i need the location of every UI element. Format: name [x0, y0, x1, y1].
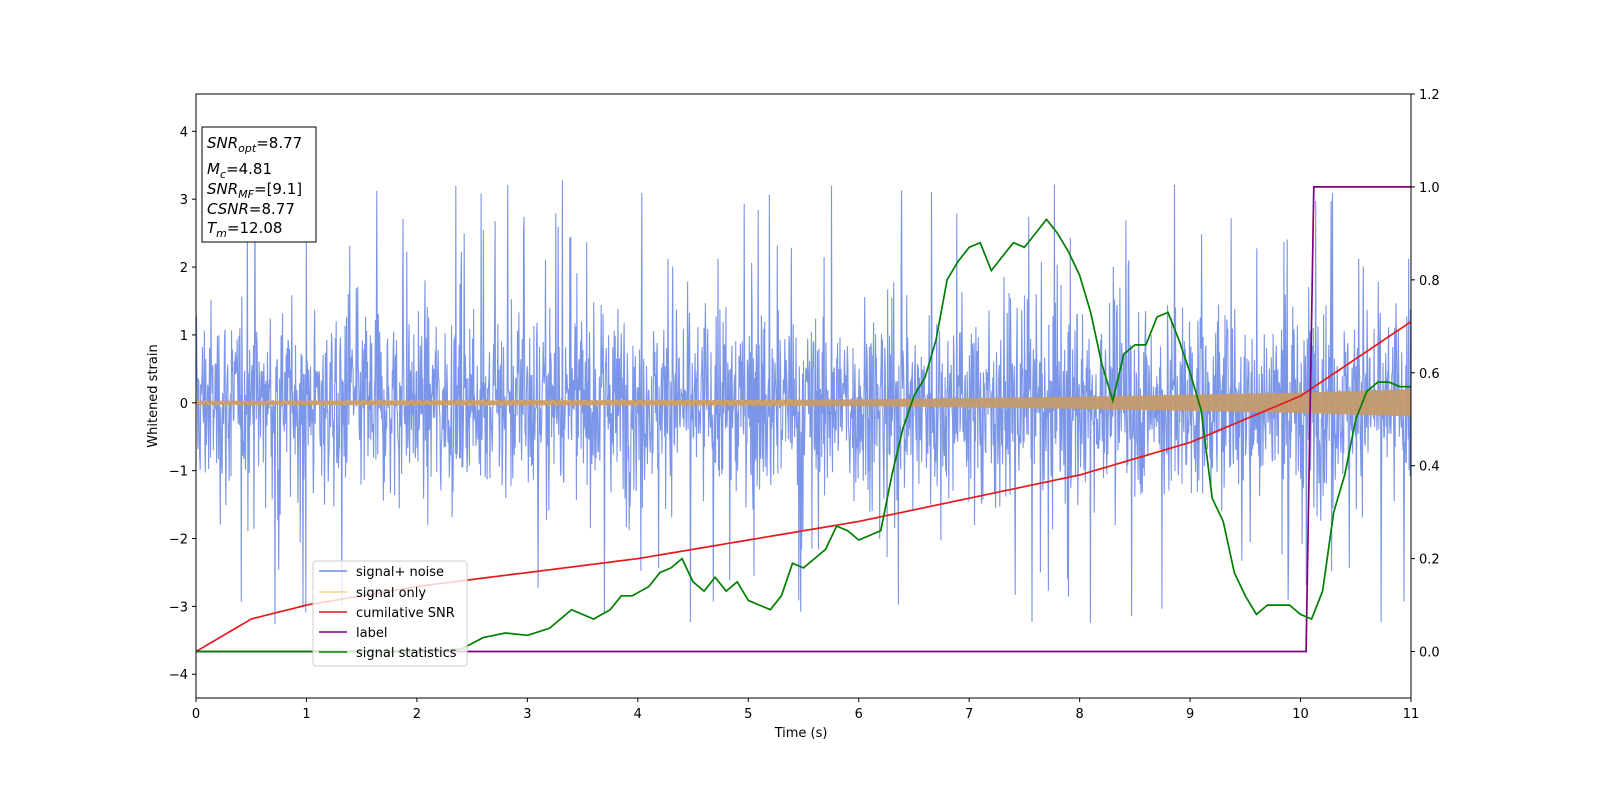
y-left-tick-label: −2 — [169, 533, 188, 548]
signal-only-line — [196, 399, 804, 407]
annotation-snr-mf: SNRMF=[9.1] — [207, 180, 302, 201]
y-left-tick-label: −1 — [169, 465, 188, 480]
y-axis-left: −4 −3 −2 −1 0 1 2 3 4 — [169, 125, 196, 683]
legend-label-signal-only: signal only — [356, 586, 426, 601]
signal-statistics-line — [196, 218, 1411, 653]
plot-frame — [195, 93, 1412, 699]
y-axis-right: 0.0 0.2 0.4 0.6 0.8 1.0 1.2 — [1411, 88, 1440, 661]
x-axis-label: Time (s) — [774, 726, 828, 741]
y-right-tick-label: 0.0 — [1419, 646, 1440, 661]
y-left-tick-label: 1 — [180, 329, 188, 344]
legend-label-signal-statistics: signal statistics — [356, 646, 457, 661]
y-axis-label: Whitened strain — [146, 344, 161, 447]
annotation-box: SNRopt=8.77 Mc=4.81 SNRMF=[9.1] CSNR=8.7… — [201, 126, 317, 243]
legend: signal+ noise signal only cumilative SNR… — [312, 560, 468, 667]
x-tick-label: 6 — [855, 707, 863, 722]
annotation-snr-opt: SNRopt=8.77 — [207, 134, 302, 155]
x-tick-label: 4 — [634, 707, 642, 722]
annotation-box-frame — [201, 126, 317, 243]
y-left-tick-label: −3 — [169, 600, 188, 615]
y-right-tick-label: 1.0 — [1419, 181, 1440, 196]
x-tick-label: 0 — [192, 707, 200, 722]
legend-label-label: label — [356, 626, 387, 641]
y-left-tick-label: 0 — [180, 397, 188, 412]
legend-frame — [312, 560, 468, 667]
x-tick-label: 11 — [1403, 707, 1420, 722]
annotation-mc: Mc=4.81 — [207, 160, 272, 181]
label-line — [196, 186, 1411, 653]
legend-label-signal-noise: signal+ noise — [356, 565, 444, 580]
x-tick-label: 2 — [413, 707, 421, 722]
y-left-tick-label: −4 — [169, 668, 188, 683]
annotation-tm: Tm=12.08 — [207, 219, 282, 240]
x-tick-label: 5 — [744, 707, 752, 722]
y-right-tick-label: 0.2 — [1419, 553, 1440, 568]
x-tick-label: 8 — [1075, 707, 1083, 722]
annotation-csnr: CSNR=8.77 — [207, 200, 295, 218]
y-left-tick-label: 2 — [180, 261, 188, 276]
y-right-tick-label: 0.4 — [1419, 460, 1440, 475]
x-tick-label: 1 — [302, 707, 310, 722]
y-left-tick-label: 3 — [180, 193, 188, 208]
x-tick-label: 10 — [1292, 707, 1309, 722]
y-left-tick-label: 4 — [180, 125, 188, 140]
y-right-tick-label: 0.6 — [1419, 367, 1440, 382]
x-tick-label: 9 — [1186, 707, 1194, 722]
signal-only-series — [196, 389, 1411, 417]
x-tick-label: 7 — [965, 707, 973, 722]
x-axis: 0 1 2 3 4 5 6 7 8 9 10 11 — [192, 698, 1419, 722]
y-right-tick-label: 0.8 — [1419, 274, 1440, 289]
x-tick-label: 3 — [523, 707, 531, 722]
legend-label-cumulative-snr: cumilative SNR — [356, 606, 455, 621]
y-right-tick-label: 1.2 — [1419, 88, 1440, 103]
